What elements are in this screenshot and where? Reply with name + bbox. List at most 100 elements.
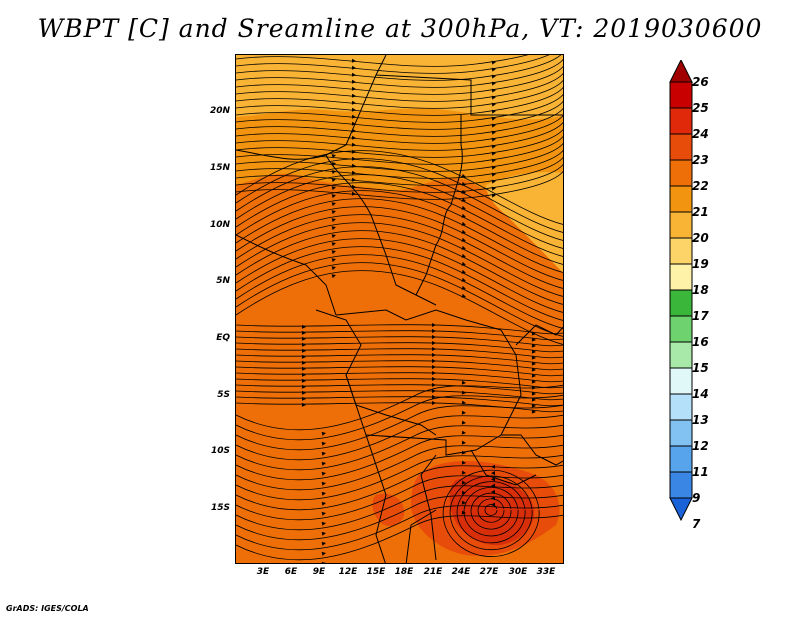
streamline-arrow — [491, 109, 496, 114]
lat-tick-5n: 5N — [216, 276, 230, 286]
streamline-arrow — [531, 409, 536, 414]
streamline-arrow — [461, 440, 466, 445]
streamline-arrow — [491, 67, 496, 72]
streamline-arrow — [331, 234, 336, 239]
streamline — [236, 238, 563, 313]
streamline — [236, 504, 563, 551]
streamline-arrow — [321, 511, 326, 516]
lon-tick-3e: 3E — [256, 567, 270, 577]
streamline-arrow — [491, 88, 496, 93]
lat-tick-5s: 5S — [217, 390, 230, 400]
streamline — [236, 494, 563, 541]
colorbar-label: 26 — [692, 75, 709, 89]
streamline — [236, 93, 563, 123]
streamline-arrow — [301, 348, 306, 353]
streamline-arrow — [491, 496, 495, 501]
streamline-arrows — [301, 58, 536, 563]
streamline-arrow — [531, 337, 536, 342]
streamline-arrow — [351, 114, 356, 119]
streamline — [236, 484, 563, 531]
lat-tick-eq: EQ — [216, 333, 230, 343]
colorbar-segment — [669, 393, 693, 421]
streamline — [236, 384, 563, 431]
streamline-arrow — [301, 354, 306, 359]
streamline-arrow — [321, 471, 326, 476]
streamline-arrow — [461, 277, 466, 282]
streamline-arrow — [491, 490, 495, 494]
streamline-arrow — [461, 460, 466, 465]
colorbar-label: 12 — [692, 439, 709, 453]
streamline-arrow — [461, 500, 466, 505]
streamline-arrow — [432, 329, 436, 333]
streamline — [236, 100, 563, 130]
streamline-arrow — [461, 261, 466, 266]
streamline-arrow — [531, 403, 536, 408]
colorbar-segment — [669, 159, 693, 187]
streamline-arrow — [351, 107, 356, 112]
streamline — [236, 222, 563, 297]
streamline-arrow — [531, 367, 536, 372]
streamline — [236, 58, 563, 88]
streamline — [236, 354, 563, 365]
streamline — [236, 128, 563, 158]
streamline-arrow — [432, 383, 436, 387]
streamline-arrow — [461, 173, 466, 178]
streamline-arrow — [301, 384, 306, 389]
streamline-arrow — [351, 79, 356, 84]
streamline-arrow — [351, 142, 356, 147]
streamline-arrow — [531, 373, 536, 378]
streamline-arrow — [351, 93, 356, 98]
colorbar-label: 18 — [692, 283, 709, 297]
streamline-arrow — [461, 285, 466, 290]
streamline — [477, 498, 505, 523]
streamline-arrow — [321, 461, 326, 466]
streamline-arrow — [461, 410, 466, 415]
colorbar-label: 11 — [692, 465, 709, 479]
colorbar — [669, 60, 693, 522]
streamline-arrow — [461, 450, 466, 455]
streamline-arrow — [351, 191, 356, 196]
streamline-arrow — [331, 170, 336, 175]
streamline-arrow — [301, 372, 306, 377]
streamline-arrow — [531, 355, 536, 360]
lon-tick-33e: 33E — [536, 567, 556, 577]
colorbar-segment — [669, 289, 693, 317]
streamline-arrow — [432, 377, 436, 381]
streamline — [236, 158, 563, 233]
streamline-arrow — [461, 380, 466, 385]
wbpt-field-20-ne — [486, 172, 563, 273]
streamline-arrow — [351, 121, 356, 126]
streamline-arrow — [432, 365, 436, 369]
streamline — [236, 464, 563, 511]
lon-tick-6e: 6E — [284, 567, 298, 577]
streamline-arrow — [331, 178, 336, 183]
streamline — [236, 72, 563, 102]
streamline — [470, 492, 512, 530]
colorbar-label: 9 — [692, 491, 701, 505]
streamline-arrow — [301, 390, 306, 395]
lat-tick-15n: 15N — [209, 163, 230, 173]
streamline-arrow — [461, 213, 466, 218]
streamline-arrow — [491, 464, 495, 469]
streamline-arrow — [491, 144, 496, 149]
chart-title: WBPT [C] and Sreamline at 300hPa, VT: 20… — [37, 14, 763, 43]
streamline — [236, 474, 563, 521]
colorbar-segment — [669, 471, 693, 499]
streamline — [236, 214, 563, 289]
streamline-arrow — [531, 331, 536, 336]
streamline-arrow — [351, 163, 356, 168]
streamline-arrow — [301, 336, 306, 341]
colorbar-label: 24 — [692, 127, 709, 141]
streamline-arrow — [351, 149, 356, 154]
streamline-arrow — [461, 197, 466, 202]
streamline-arrow — [432, 371, 436, 375]
streamline-arrow — [491, 137, 496, 142]
streamline — [236, 121, 563, 151]
streamline-arrow — [321, 431, 326, 436]
colorbar-segment — [669, 445, 693, 473]
streamline — [456, 481, 526, 544]
streamline-arrow — [531, 349, 536, 354]
streamline-arrow — [331, 274, 336, 279]
streamline-arrow — [321, 451, 326, 456]
streamline-arrow — [461, 229, 466, 234]
